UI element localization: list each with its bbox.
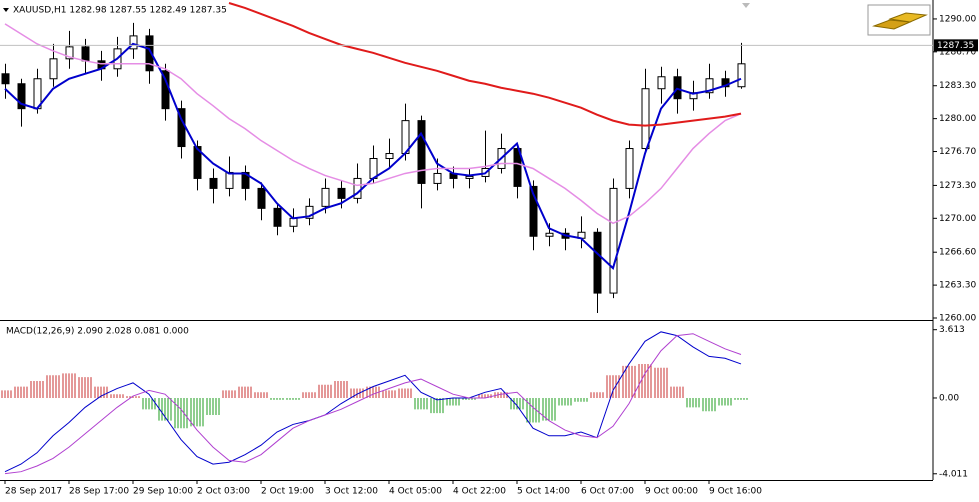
indicator-line xyxy=(4,42,742,271)
candle-body xyxy=(641,88,650,150)
candle-body xyxy=(721,78,730,88)
chart-title: XAUUSD,H1 1282.98 1287.55 1282.49 1287.3… xyxy=(13,6,227,16)
y-tick-label: 1270.00 xyxy=(939,214,976,224)
y-tick-label: 1260.00 xyxy=(939,314,976,324)
x-tick-label: 4 Oct 22:00 xyxy=(453,487,506,497)
candle-body xyxy=(705,78,714,94)
y-tick-label: 1263.30 xyxy=(939,281,976,291)
candle-body xyxy=(609,187,618,294)
candle-body xyxy=(737,63,746,88)
candle-body xyxy=(1,73,10,85)
y-tick-label: 1273.30 xyxy=(939,181,976,191)
y-tick-label: 0.00 xyxy=(939,393,959,403)
y-tick-label: 1266.60 xyxy=(939,248,976,258)
candle-body xyxy=(625,148,634,189)
candle-body xyxy=(241,171,250,189)
candle-body xyxy=(529,185,538,237)
candle-body xyxy=(193,146,202,179)
candle-body xyxy=(49,58,58,80)
candle-body xyxy=(545,232,554,237)
candle-body xyxy=(593,231,602,294)
candle-body xyxy=(65,46,74,60)
x-tick-label: 4 Oct 05:00 xyxy=(389,487,442,497)
y-tick-label: 1283.30 xyxy=(939,81,976,91)
candle-body xyxy=(321,187,330,207)
x-tick-label: 9 Oct 00:00 xyxy=(645,487,698,497)
current-price-box xyxy=(934,39,978,52)
indicator-line xyxy=(4,333,742,475)
candle-body xyxy=(209,177,218,189)
candle-body xyxy=(385,153,394,160)
candle-body xyxy=(289,217,298,227)
macd-title: MACD(12,26,9) 2.090 2.028 0.081 0.000 xyxy=(6,327,189,337)
current-price-label: 1287.35 xyxy=(937,41,974,51)
candle-body xyxy=(17,83,26,110)
menu-arrow[interactable] xyxy=(3,8,9,12)
shift-marker[interactable] xyxy=(742,3,750,8)
x-tick-label: 29 Sep 10:00 xyxy=(133,487,193,497)
y-tick-label: -4.011 xyxy=(939,469,968,479)
x-tick-label: 9 Oct 16:00 xyxy=(709,487,762,497)
gold-icon xyxy=(867,4,931,36)
x-tick-label: 3 Oct 12:00 xyxy=(325,487,378,497)
indicator-line xyxy=(4,23,742,225)
candle-body xyxy=(145,35,154,72)
indicator-line xyxy=(4,331,742,473)
candle-body xyxy=(81,46,90,62)
candle-body xyxy=(257,187,266,209)
y-tick-label: 1290.00 xyxy=(939,14,976,24)
x-tick-label: 6 Oct 07:00 xyxy=(581,487,634,497)
candle-body xyxy=(433,172,442,184)
candle-body xyxy=(465,175,474,179)
y-tick-label: 3.613 xyxy=(939,325,965,335)
candle-body xyxy=(337,187,346,199)
candle-body xyxy=(225,171,234,189)
x-tick-label: 2 Oct 19:00 xyxy=(261,487,314,497)
y-tick-label: 1286.70 xyxy=(939,47,976,57)
candle-body xyxy=(417,120,426,184)
candle-body xyxy=(129,35,138,50)
candle-body xyxy=(305,205,314,219)
x-tick-label: 28 Sep 2017 xyxy=(5,487,62,497)
candle-body xyxy=(513,148,522,187)
candle-body xyxy=(657,76,666,90)
candle-body xyxy=(673,76,682,100)
x-tick-label: 2 Oct 03:00 xyxy=(197,487,250,497)
x-tick-label: 5 Oct 14:00 xyxy=(517,487,570,497)
candle-body xyxy=(273,207,282,227)
indicator-line xyxy=(228,2,742,127)
y-tick-label: 1276.70 xyxy=(939,147,976,157)
x-tick-label: 28 Sep 17:00 xyxy=(69,487,129,497)
y-tick-label: 1280.00 xyxy=(939,114,976,124)
